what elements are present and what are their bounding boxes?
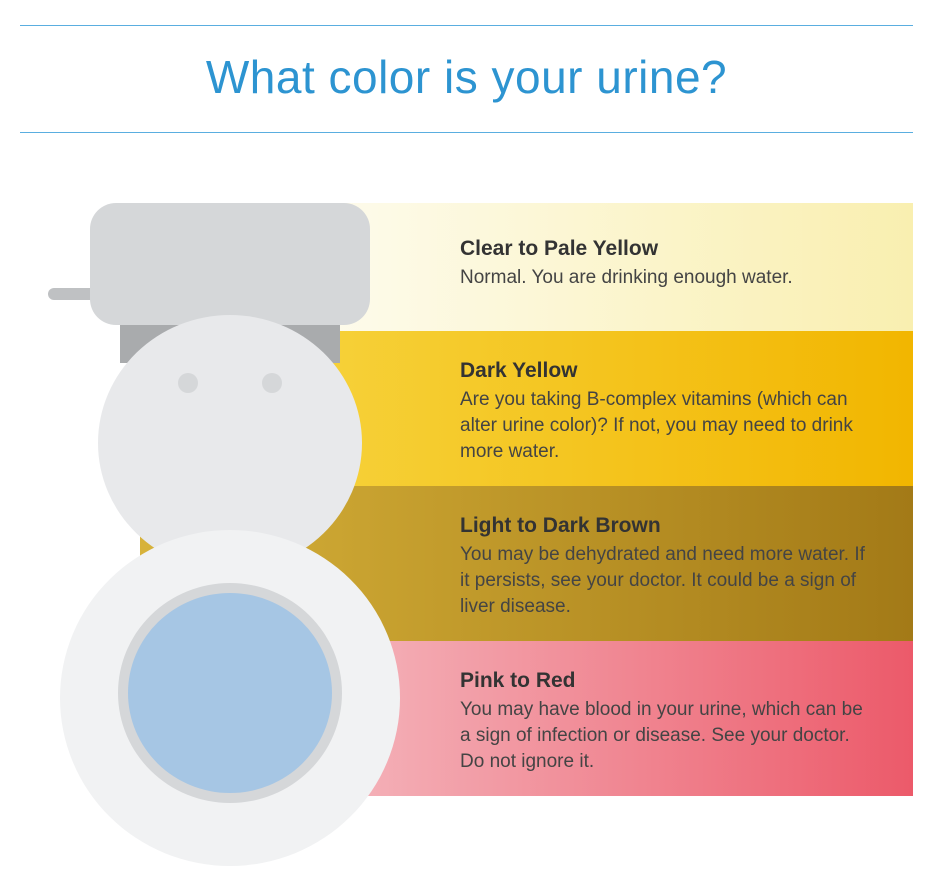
band-body: You may be dehydrated and need more wate… bbox=[460, 542, 873, 621]
band-body: You may have blood in your urine, which … bbox=[460, 697, 873, 776]
band-body: Are you taking B-complex vitamins (which… bbox=[460, 387, 873, 466]
page-title: What color is your urine? bbox=[20, 26, 913, 132]
band-heading: Clear to Pale Yellow bbox=[460, 237, 873, 261]
bottom-rule bbox=[20, 132, 913, 133]
band-heading: Light to Dark Brown bbox=[460, 514, 873, 538]
toilet-icon bbox=[30, 193, 410, 873]
band-heading: Dark Yellow bbox=[460, 359, 873, 383]
band-heading: Pink to Red bbox=[460, 669, 873, 693]
band-body: Normal. You are drinking enough water. bbox=[460, 265, 873, 291]
